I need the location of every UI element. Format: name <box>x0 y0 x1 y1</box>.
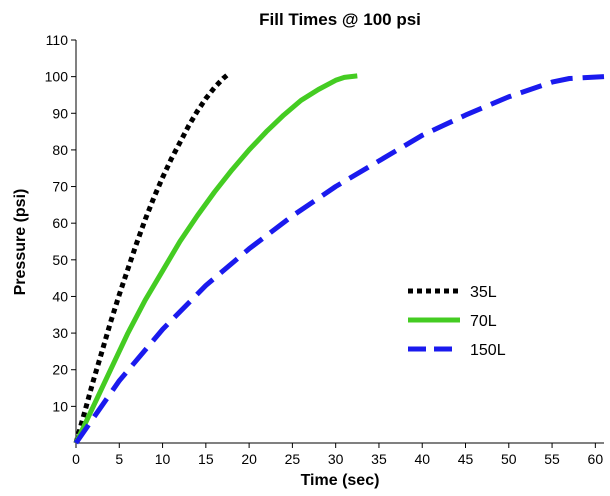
x-tick-label: 10 <box>155 451 171 467</box>
y-tick-label: 110 <box>46 32 69 48</box>
y-tick-label: 40 <box>52 288 68 304</box>
x-tick-label: 20 <box>241 451 257 467</box>
series-line-70l <box>73 73 358 445</box>
x-tick-label: 15 <box>198 451 214 467</box>
x-axis-label: Time (sec) <box>301 472 380 489</box>
y-tick-label: 20 <box>52 362 68 378</box>
legend-label-150l: 150L <box>470 342 506 359</box>
legend-label-70l: 70L <box>470 313 497 330</box>
y-tick-label: 60 <box>52 215 68 231</box>
legend-label-35l: 35L <box>470 284 497 301</box>
y-tick-label: 90 <box>52 105 68 121</box>
legend: 35L 70L 150L <box>408 284 506 359</box>
x-tick-label: 5 <box>115 451 123 467</box>
x-tick-label: 40 <box>414 451 430 467</box>
y-axis-label: Pressure (psi) <box>12 189 29 296</box>
y-tick-label: 70 <box>52 179 68 195</box>
y-tick-label: 50 <box>52 252 68 268</box>
x-tick-label: 30 <box>328 451 344 467</box>
series-line-150l <box>73 74 605 445</box>
x-ticks: 0 5 10 15 20 25 30 35 40 45 50 55 60 <box>72 443 603 467</box>
x-tick-label: 0 <box>72 451 80 467</box>
y-ticks: 10 20 30 40 50 60 70 80 90 100 110 <box>45 32 76 414</box>
series-layer <box>73 72 605 445</box>
x-tick-label: 55 <box>544 451 560 467</box>
x-tick-label: 25 <box>285 451 301 467</box>
x-tick-label: 35 <box>371 451 387 467</box>
y-tick-label: 30 <box>52 325 68 341</box>
y-tick-label: 10 <box>52 398 68 414</box>
y-tick-label: 80 <box>52 142 68 158</box>
y-tick-label: 100 <box>45 69 69 85</box>
x-tick-label: 60 <box>588 451 604 467</box>
x-tick-label: 50 <box>501 451 517 467</box>
chart-title: Fill Times @ 100 psi <box>259 10 421 29</box>
series-line-35l <box>73 72 230 444</box>
x-tick-label: 45 <box>458 451 474 467</box>
